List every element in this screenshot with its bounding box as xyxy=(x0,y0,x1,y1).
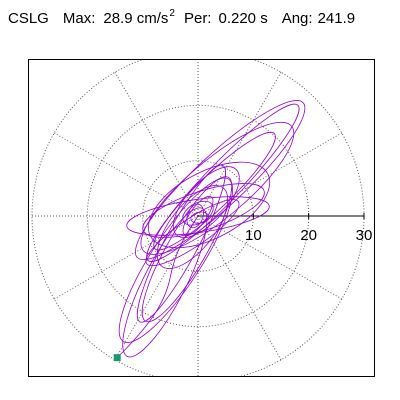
trace-loop xyxy=(122,207,208,358)
plot-frame xyxy=(28,59,375,377)
period-value: 0.220 s xyxy=(218,10,268,27)
grid-spoke-300 xyxy=(197,215,282,361)
grid-spoke-150 xyxy=(53,132,199,217)
trace-loop xyxy=(190,211,209,224)
grid-spoke-120 xyxy=(114,71,199,217)
chart-header: CSLG Max: 28.9 cm/s 2 Per: 0.220 s Ang: … xyxy=(8,8,356,36)
period-label: Per: xyxy=(183,10,212,27)
trace-loop xyxy=(118,177,233,344)
grid-spoke-30 xyxy=(197,132,343,217)
trace-loop xyxy=(145,199,240,266)
trace-loop xyxy=(136,164,226,323)
grid-spoke-60 xyxy=(197,71,282,217)
radial-tick-label: 20 xyxy=(300,227,317,244)
angle-value: 241.9 xyxy=(317,10,356,27)
radial-tick-label: 30 xyxy=(356,227,373,244)
angle-label: Ang: xyxy=(281,10,313,27)
trace-tail xyxy=(116,215,199,358)
grid-spoke-330 xyxy=(197,215,343,300)
max-unit-exponent: 2 xyxy=(169,8,175,19)
grid-spoke-240 xyxy=(114,215,199,361)
motion-trace xyxy=(116,100,306,358)
trace-loop xyxy=(148,161,271,249)
radial-tick-label: 10 xyxy=(245,227,262,244)
trace-loop xyxy=(146,103,300,262)
trace-end-marker xyxy=(113,354,121,362)
max-label: Max: xyxy=(62,10,96,27)
station-code: CSLG xyxy=(8,10,49,27)
max-value: 28.9 cm/s xyxy=(103,10,169,27)
trace-loop xyxy=(134,100,306,261)
trace-loop xyxy=(182,195,214,237)
trace-loop xyxy=(172,166,240,238)
radial-axis: 10 20 30 xyxy=(198,213,372,244)
end-marker-layer xyxy=(113,354,121,362)
trace-loop xyxy=(141,176,233,323)
trace-loop xyxy=(140,121,295,255)
